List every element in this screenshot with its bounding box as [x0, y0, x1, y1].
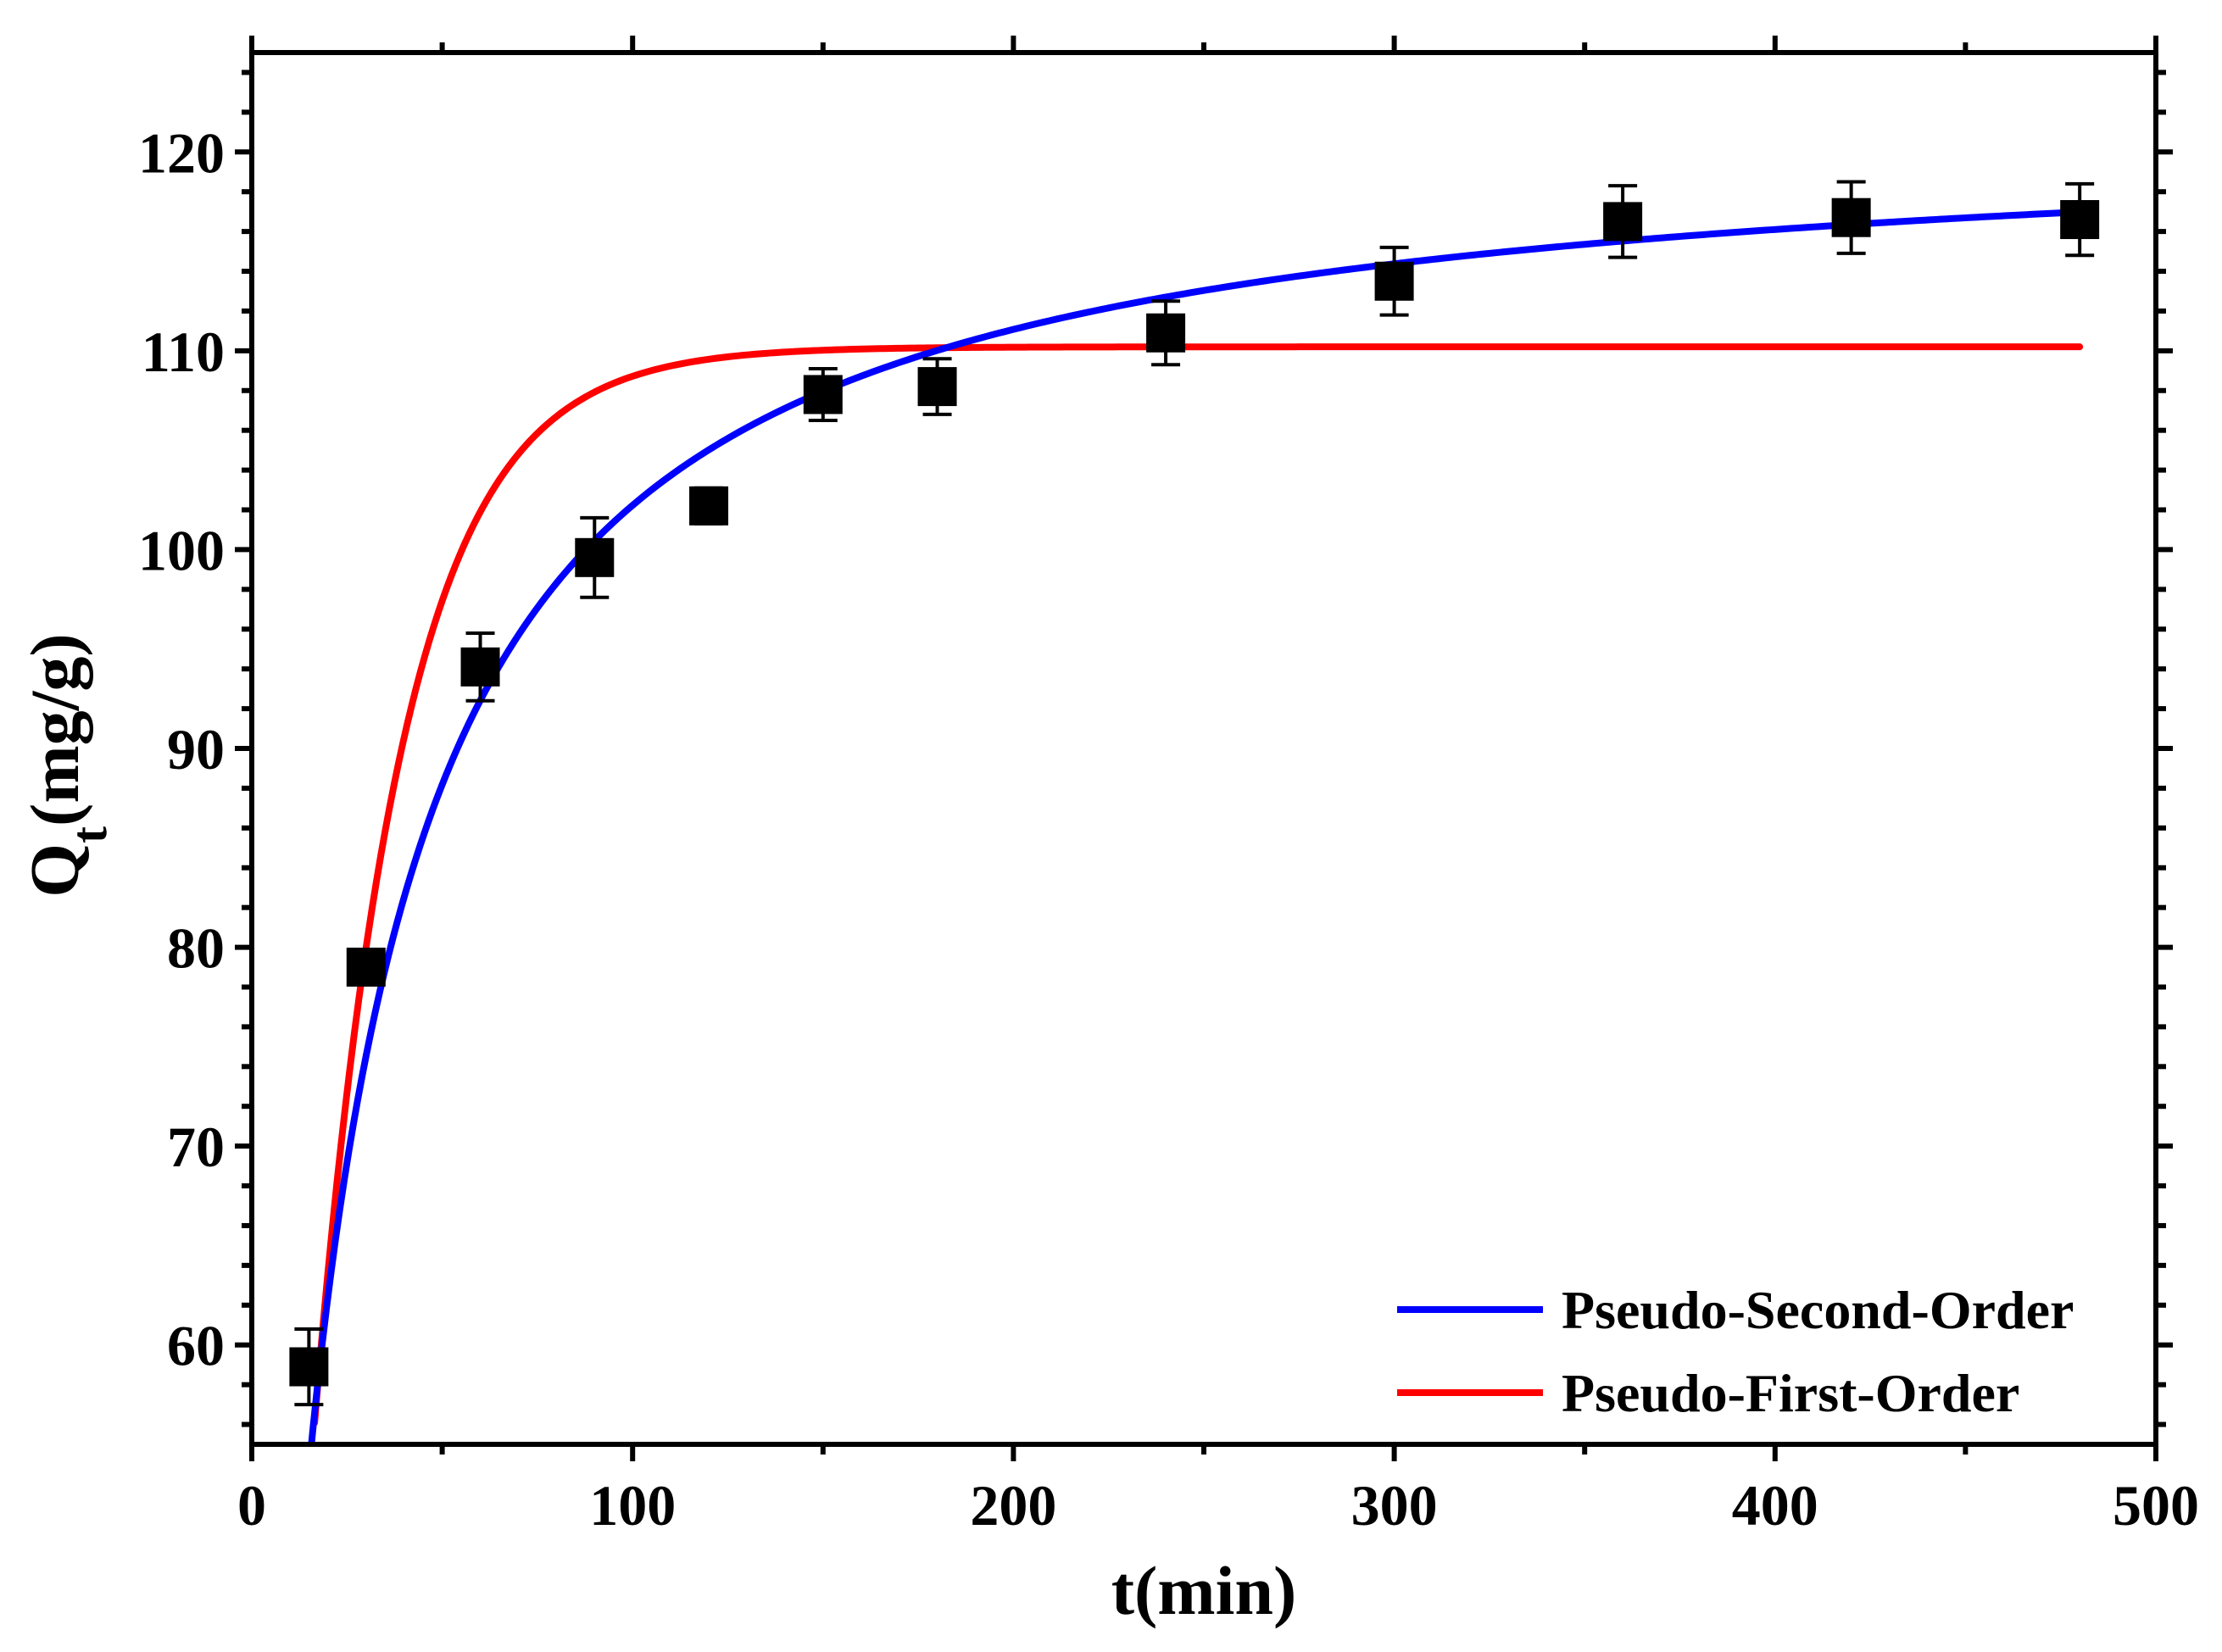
plot-frame — [249, 50, 2158, 1447]
axis-ticks: 0 100 200 300 400 500 60 70 80 90 100 110 120 — [138, 36, 2199, 1538]
data-point — [803, 375, 843, 414]
x-tick-label: 200 — [970, 1473, 1056, 1538]
series-line-pseudo-first-order — [311, 343, 2084, 1427]
data-point — [575, 537, 615, 577]
data-point — [346, 948, 386, 987]
y-tick-label: 100 — [138, 518, 225, 582]
x-tick-label: 100 — [589, 1473, 676, 1538]
y-axis-title-main: Q — [16, 843, 93, 898]
plot-content — [289, 180, 2100, 1444]
data-point — [1146, 313, 1186, 353]
x-axis-title: t(min) — [1111, 1552, 1297, 1629]
y-tick-label: 80 — [167, 916, 225, 981]
legend-label: Pseudo-Second-Order — [1562, 1280, 2074, 1340]
y-tick-label: 70 — [167, 1115, 225, 1179]
data-point — [1831, 197, 1871, 237]
x-tick-label: 400 — [1732, 1473, 1818, 1538]
x-tick-label: 0 — [237, 1473, 266, 1538]
data-point — [289, 1347, 329, 1387]
y-axis-title: Qt(mg/g) — [16, 633, 117, 897]
data-point — [689, 486, 729, 526]
data-point — [1603, 202, 1643, 242]
data-point — [460, 647, 500, 687]
y-axis-title-subscript: t — [61, 826, 117, 843]
data-point — [1374, 261, 1414, 301]
y-tick-label: 60 — [167, 1314, 225, 1378]
experimental-points — [289, 180, 2100, 1407]
data-point — [2060, 200, 2100, 240]
series-line-pseudo-second-order — [308, 209, 2084, 1444]
y-tick-label: 110 — [142, 320, 225, 384]
y-tick-label: 90 — [167, 717, 225, 782]
legend: Pseudo-Second-Order Pseudo-First-Order — [1397, 1280, 2074, 1423]
data-point — [917, 367, 957, 407]
y-tick-label: 120 — [138, 120, 225, 185]
x-tick-label: 300 — [1351, 1473, 1438, 1538]
x-tick-label: 500 — [2113, 1473, 2199, 1538]
y-axis-title-unit: (mg/g) — [16, 633, 93, 826]
legend-label: Pseudo-First-Order — [1562, 1363, 2019, 1423]
fit-curves — [308, 209, 2084, 1444]
